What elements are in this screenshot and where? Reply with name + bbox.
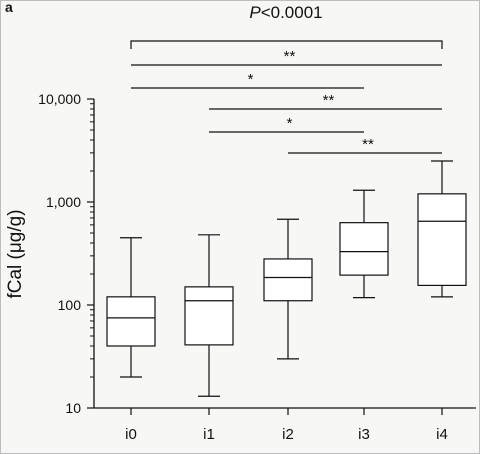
- y-tick-label: 10: [65, 400, 81, 416]
- iqr-box: [417, 193, 467, 286]
- significance-stars: *: [287, 115, 293, 132]
- y-tick-label: 10,000: [38, 91, 81, 107]
- iqr-box: [339, 222, 389, 276]
- y-tick-group: 10 100 1,000 10,000: [38, 91, 94, 416]
- significance-stars: **: [362, 136, 374, 153]
- x-tick-label: i0: [125, 426, 137, 443]
- y-axis-label: fCal (μg/g): [5, 209, 26, 298]
- box-i0: [106, 237, 156, 378]
- x-tick-label: i1: [203, 426, 215, 443]
- x-tick-label: i4: [436, 426, 448, 443]
- iqr-box: [263, 258, 313, 302]
- comparison-i1-i4: **: [209, 92, 442, 110]
- y-tick-label: 1,000: [46, 194, 81, 210]
- y-tick-label: 100: [58, 297, 82, 313]
- x-tick-group: i0 i1 i2 i3 i4: [125, 408, 448, 443]
- iqr-box: [184, 286, 234, 346]
- comparison-i0-i3: *: [131, 71, 364, 89]
- x-tick-label: i3: [358, 426, 370, 443]
- x-tick-label: i2: [282, 426, 294, 443]
- comparison-i1-i3: *: [209, 115, 364, 133]
- boxes-group: [106, 160, 467, 397]
- box-i3: [339, 189, 389, 299]
- bracket-line: [130, 40, 443, 49]
- significance-stars: *: [248, 71, 254, 88]
- significance-group: ********: [130, 40, 443, 154]
- iqr-box: [106, 296, 156, 347]
- box-i1: [184, 234, 234, 397]
- panel-label: a: [5, 0, 13, 15]
- comparison-i0-i4: **: [131, 48, 442, 66]
- comparison-i2-i4: **: [288, 136, 442, 154]
- significance-stars: **: [323, 92, 335, 109]
- significance-stars: **: [284, 48, 296, 65]
- plot-axes: [93, 99, 476, 409]
- overall-p-value: P<0.0001: [249, 3, 322, 22]
- box-i4: [417, 160, 467, 298]
- box-i2: [263, 218, 313, 360]
- comparison-i0-i4: [130, 40, 443, 49]
